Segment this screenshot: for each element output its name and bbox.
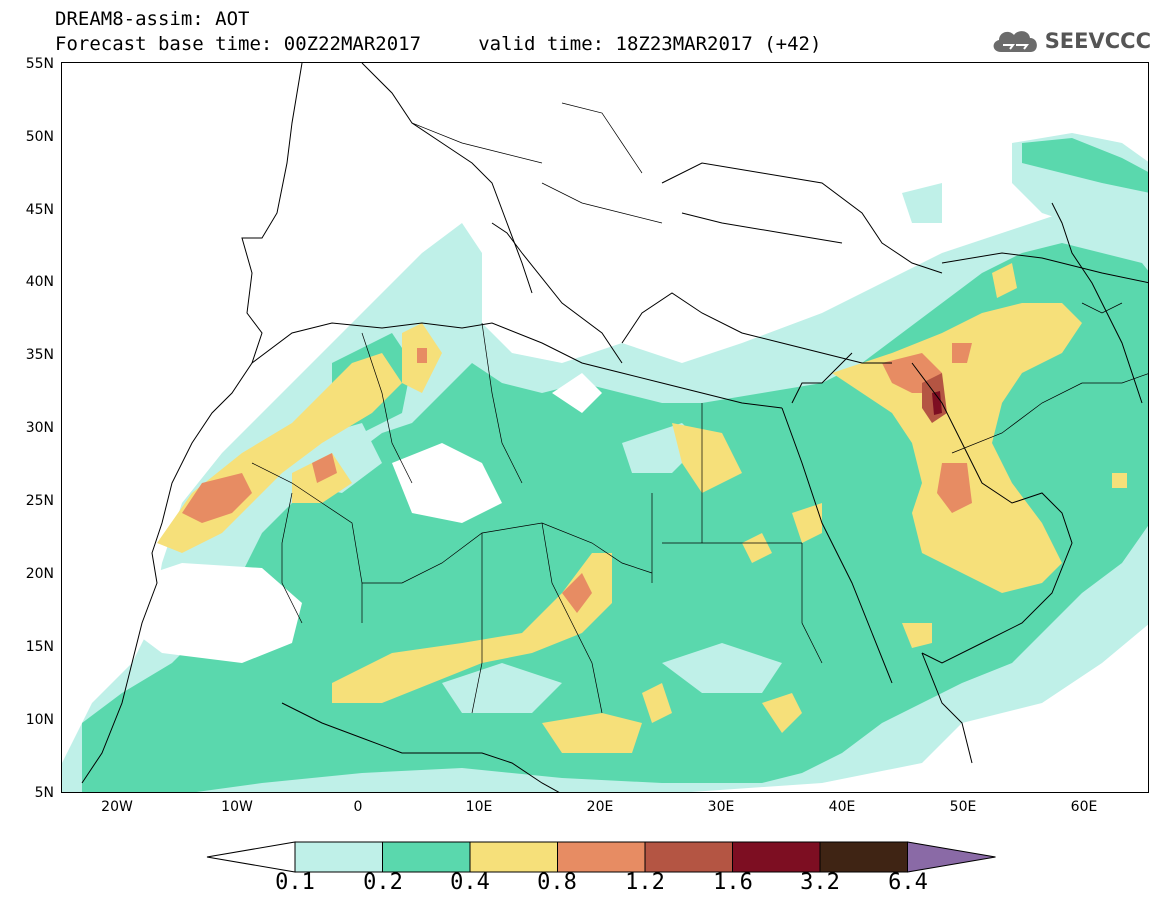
- colorbar-tick-label: 3.2: [800, 870, 840, 895]
- aot-low-holes: [122, 373, 602, 663]
- lon-label: 50E: [949, 799, 977, 815]
- lon-label: 30E: [707, 799, 735, 815]
- colorbar-extend-high: [907, 841, 996, 873]
- lon-label: 10E: [465, 799, 493, 815]
- aot-contour-1-6: [932, 391, 942, 415]
- colorbar-tick-label: 0.4: [450, 870, 490, 895]
- lat-label: 10N: [25, 712, 54, 728]
- lon-label: 10W: [221, 799, 253, 815]
- colorbar-tick-label: 6.4: [888, 870, 928, 895]
- plot-subtitle-times: Forecast base time: 00Z22MAR2017 valid t…: [55, 33, 822, 55]
- colorbar-tick-label: 1.6: [713, 870, 753, 895]
- aot-contour-0-8: [182, 343, 972, 613]
- lon-label: 40E: [828, 799, 856, 815]
- lon-label: 20E: [586, 799, 614, 815]
- plot-title: DREAM8-assim: AOT: [55, 8, 250, 30]
- lat-label: 40N: [25, 274, 54, 290]
- lat-label: 20N: [25, 566, 54, 582]
- country-borders: [251, 102, 1148, 714]
- colorbar-swatch: [382, 841, 471, 873]
- lon-label: 20W: [101, 799, 133, 815]
- colorbar-extend-low: [206, 841, 296, 873]
- lat-label: 25N: [25, 493, 54, 509]
- lat-label: 5N: [34, 785, 54, 801]
- colorbar-swatch: [469, 841, 558, 873]
- lon-label: 0: [353, 799, 363, 815]
- colorbar-tick-label: 0.8: [537, 870, 577, 895]
- colorbar: [206, 841, 996, 873]
- colorbar-swatch: [644, 841, 733, 873]
- aot-map: [62, 63, 1148, 792]
- colorbar-tick-label: 0.2: [363, 870, 403, 895]
- colorbar-swatch: [557, 841, 646, 873]
- lat-label: 55N: [25, 56, 54, 72]
- lat-label: 15N: [25, 639, 54, 655]
- colorbar-swatch: [294, 841, 383, 873]
- colorbar-tick-label: 1.2: [625, 870, 665, 895]
- colorbar-swatch: [819, 841, 908, 873]
- logo-text: SEEVCCC: [1044, 29, 1151, 53]
- lat-label: 35N: [25, 347, 54, 363]
- coastlines: [81, 63, 1148, 792]
- lat-label: 30N: [25, 420, 54, 436]
- cloud-icon: [993, 31, 1037, 52]
- lat-label: 50N: [25, 129, 54, 145]
- seevccc-logo: SEEVCCC: [989, 26, 1151, 56]
- colorbar-swatch: [732, 841, 821, 873]
- colorbar-tick-label: 0.1: [275, 870, 315, 895]
- map-area: [61, 62, 1149, 793]
- lat-label: 45N: [25, 202, 54, 218]
- lon-label: 60E: [1070, 799, 1098, 815]
